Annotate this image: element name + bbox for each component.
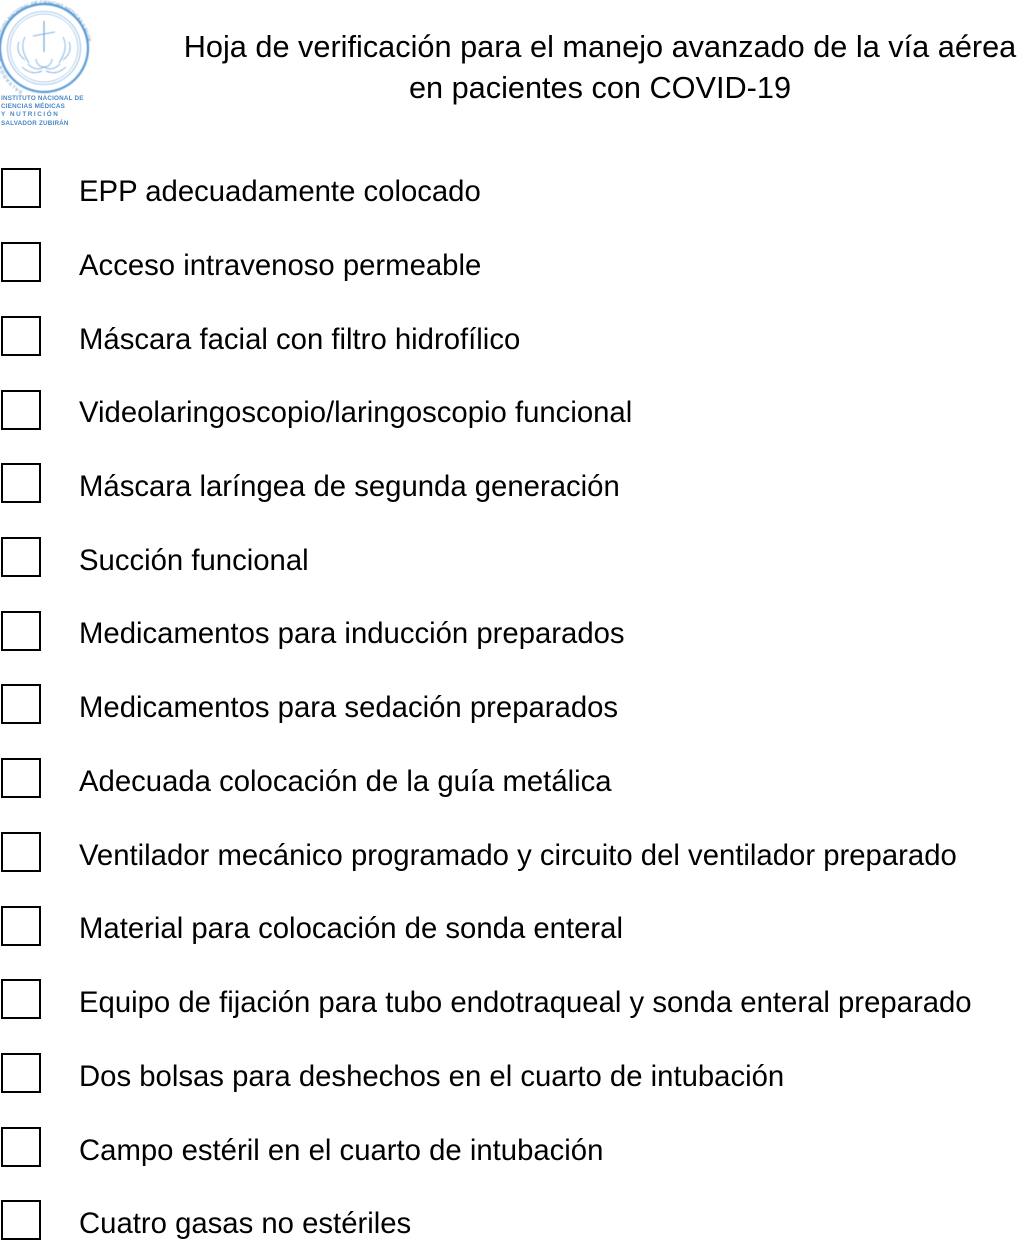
svg-text:INSTITUTO NACIONAL DE CIENCIAS: INSTITUTO NACIONAL DE CIENCIAS MEDICAS Y…: [0, 0, 92, 46]
